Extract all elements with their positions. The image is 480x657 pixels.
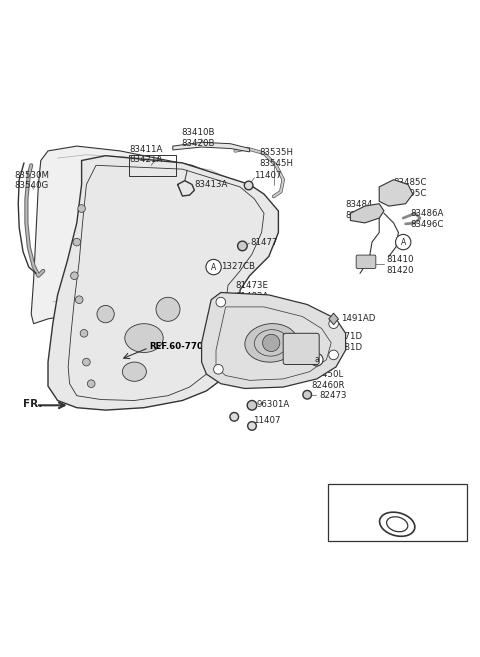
FancyBboxPatch shape — [356, 255, 376, 269]
Circle shape — [214, 365, 223, 374]
Circle shape — [216, 298, 226, 307]
Text: 83411A
83421A: 83411A 83421A — [130, 145, 163, 164]
Text: 83484
83494X: 83484 83494X — [346, 200, 379, 219]
Text: 83486A
83496C: 83486A 83496C — [410, 210, 444, 229]
Circle shape — [156, 298, 180, 321]
Text: FR.: FR. — [23, 399, 42, 409]
Text: a: a — [337, 492, 342, 501]
Circle shape — [75, 296, 83, 304]
Text: 83410B
83420B: 83410B 83420B — [181, 128, 215, 148]
Text: 82473: 82473 — [319, 391, 347, 400]
Circle shape — [230, 413, 239, 421]
Circle shape — [247, 401, 257, 410]
Text: 83535H
83545H: 83535H 83545H — [259, 148, 293, 168]
Text: 11407: 11407 — [254, 171, 282, 181]
Text: 11407: 11407 — [253, 416, 281, 425]
Circle shape — [329, 319, 338, 328]
Text: A: A — [211, 263, 216, 271]
Circle shape — [71, 272, 78, 279]
Polygon shape — [31, 146, 250, 324]
Ellipse shape — [245, 324, 298, 362]
Text: 83413A: 83413A — [194, 180, 228, 189]
Circle shape — [87, 380, 95, 388]
Text: 1731JE: 1731JE — [350, 492, 382, 501]
Polygon shape — [48, 156, 278, 410]
Circle shape — [238, 241, 247, 251]
Circle shape — [329, 350, 338, 359]
Text: 83471D
83481D: 83471D 83481D — [329, 332, 363, 351]
Text: a: a — [314, 355, 319, 364]
Text: 83485C
83495C: 83485C 83495C — [394, 178, 427, 198]
Text: 96301A: 96301A — [257, 400, 290, 409]
Text: A: A — [401, 238, 406, 246]
Ellipse shape — [125, 324, 163, 353]
Text: 81410
81420: 81410 81420 — [386, 256, 414, 275]
Text: 83530M
83540G: 83530M 83540G — [14, 171, 49, 191]
Circle shape — [244, 181, 253, 190]
Circle shape — [206, 260, 221, 275]
Circle shape — [303, 390, 312, 399]
Circle shape — [78, 205, 85, 212]
Polygon shape — [173, 143, 250, 152]
Circle shape — [333, 490, 346, 503]
Polygon shape — [202, 292, 346, 388]
Circle shape — [73, 238, 81, 246]
Text: 1327CB: 1327CB — [221, 261, 255, 271]
Circle shape — [396, 235, 411, 250]
FancyBboxPatch shape — [328, 484, 467, 541]
Ellipse shape — [122, 362, 146, 381]
Circle shape — [83, 358, 90, 366]
Polygon shape — [350, 204, 384, 223]
Circle shape — [311, 353, 323, 366]
Text: 1491AD: 1491AD — [341, 315, 375, 323]
Circle shape — [97, 306, 114, 323]
Polygon shape — [329, 313, 338, 325]
Text: REF.60-770: REF.60-770 — [149, 342, 203, 351]
Text: 81473E
81483A: 81473E 81483A — [235, 281, 269, 301]
Text: 82450L
82460R: 82450L 82460R — [311, 370, 345, 390]
Text: 81477: 81477 — [251, 238, 278, 246]
Circle shape — [80, 329, 88, 337]
Circle shape — [248, 422, 256, 430]
Polygon shape — [379, 180, 413, 206]
Circle shape — [263, 334, 280, 351]
FancyBboxPatch shape — [283, 333, 319, 365]
